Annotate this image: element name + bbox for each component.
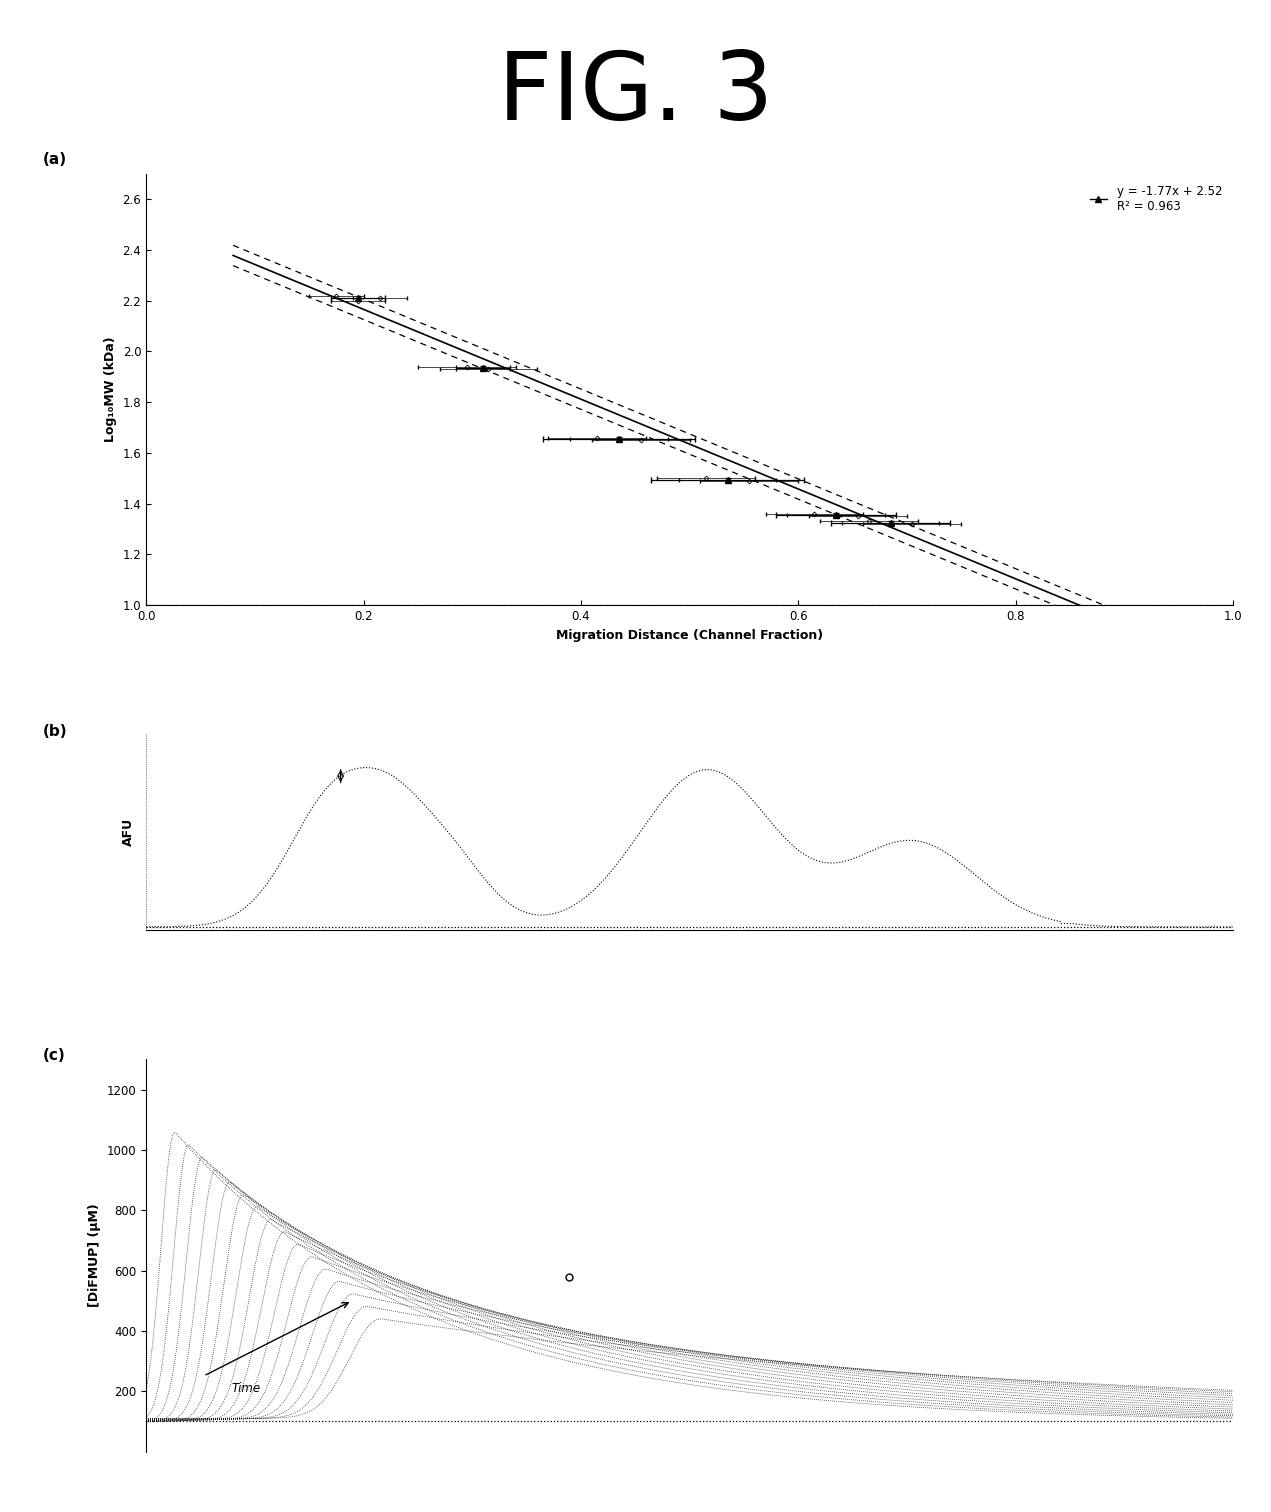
X-axis label: Migration Distance (Channel Fraction): Migration Distance (Channel Fraction) (555, 629, 824, 641)
Text: (c): (c) (43, 1048, 66, 1063)
Legend: y = -1.77x + 2.52
R² = 0.963: y = -1.77x + 2.52 R² = 0.963 (1085, 180, 1227, 218)
Text: (a): (a) (43, 153, 67, 168)
Text: FIG. 3: FIG. 3 (498, 48, 773, 141)
Y-axis label: Log₁₀MW (kDa): Log₁₀MW (kDa) (104, 337, 117, 443)
Text: (b): (b) (43, 724, 67, 739)
Y-axis label: [DiFMUP] (μM): [DiFMUP] (μM) (88, 1204, 102, 1308)
Y-axis label: AFU: AFU (122, 818, 135, 847)
Text: Time: Time (231, 1382, 261, 1396)
